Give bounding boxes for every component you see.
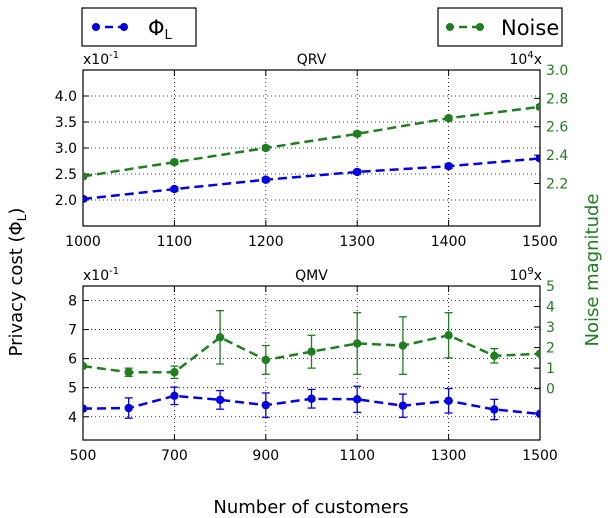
- y-right-tick-label: 3: [546, 320, 555, 336]
- data-point: [261, 355, 270, 365]
- y-right-tick-label: 2.6: [546, 120, 568, 136]
- legend-noise-label: Noise: [501, 16, 559, 40]
- x-tick-label: 1500: [522, 448, 558, 464]
- data-point: [170, 184, 179, 194]
- x-axis-label: Number of customers: [213, 497, 408, 518]
- y-right-multiplier: 109x: [510, 266, 543, 284]
- legend-phi-marker: [120, 23, 128, 31]
- y-left-multiplier: x10-1: [83, 50, 119, 68]
- y-right-tick-label: 4: [546, 300, 555, 316]
- y-left-axis-label: Privacy cost (ΦL): [6, 208, 29, 357]
- panel-qmv: 500 700 900 1100 1300 1500 4 5 6 7 8 0 1 2 3 4 5 QMV x10-1…: [68, 266, 558, 464]
- y-right-tick-label: 2.2: [546, 176, 568, 192]
- series-phi: [83, 154, 540, 204]
- y-left-tick-label: 3.5: [55, 115, 77, 131]
- y-right-axis-label: Noise magnitude: [582, 193, 603, 346]
- legend-noise-marker: [446, 23, 454, 31]
- data-point: [261, 143, 270, 153]
- panel-qrv: 1000 1100 1200 1300 1400 1500 2.0 2.5 3.0 3.5 4.0 2…: [55, 50, 569, 250]
- x-tick-label: 1100: [157, 234, 193, 250]
- data-point: [215, 395, 225, 405]
- data-point: [83, 361, 88, 371]
- y-right-tick-label: 3.0: [546, 63, 568, 79]
- y-right-tick-label: 2.4: [546, 148, 568, 164]
- y-right-tick-label: 2.8: [546, 91, 568, 107]
- data-point: [215, 333, 225, 342]
- legend-phi-box: [81, 7, 197, 47]
- data-point: [353, 129, 362, 139]
- y-right-multiplier: 104x: [510, 50, 543, 68]
- data-point: [444, 162, 453, 171]
- y-left-tick-label: 7: [68, 323, 77, 339]
- x-tick-label: 1500: [522, 234, 558, 250]
- data-point: [83, 194, 88, 204]
- y-left-tick-label: 3.0: [55, 141, 77, 157]
- x-tick-label: 700: [161, 448, 188, 464]
- legend-noise-marker: [476, 23, 484, 31]
- legend-phi: ΦL: [81, 7, 197, 47]
- data-point: [307, 347, 316, 356]
- series-noise: [83, 102, 540, 181]
- data-point: [170, 368, 179, 377]
- data-point: [261, 175, 270, 184]
- data-point: [490, 405, 499, 414]
- series-line: [83, 157, 540, 201]
- y-left-multiplier: x10-1: [83, 266, 119, 284]
- data-point: [398, 341, 408, 350]
- data-point: [83, 172, 88, 181]
- y-left-tick-label: 5: [68, 381, 77, 397]
- legend-phi-marker: [92, 23, 100, 31]
- y-left-tick-label: 2.0: [55, 193, 77, 209]
- y-left-tick-label: 6: [68, 352, 77, 368]
- legend-noise: Noise: [437, 7, 563, 47]
- data-point: [444, 396, 453, 405]
- data-point: [444, 114, 453, 123]
- data-point: [535, 102, 540, 112]
- data-point: [535, 154, 540, 163]
- panel-title: QRV: [297, 52, 327, 68]
- data-point: [535, 349, 540, 358]
- x-tick-label: 1300: [339, 234, 375, 250]
- data-point: [307, 394, 316, 403]
- series-noise: [83, 309, 540, 380]
- data-point: [353, 339, 362, 348]
- x-tick-label: 500: [70, 448, 97, 464]
- x-tick-label: 1300: [431, 448, 467, 464]
- panel-title: QMV: [295, 268, 328, 284]
- y-left-tick-label: 2.5: [55, 167, 77, 183]
- y-right-tick-label: 0: [546, 382, 555, 398]
- x-tick-label: 1100: [339, 448, 375, 464]
- data-point: [444, 331, 453, 340]
- series-phi: [83, 385, 540, 421]
- y-left-tick-label: 8: [68, 294, 77, 310]
- data-point: [170, 157, 179, 167]
- y-right-tick-label: 1: [546, 361, 555, 377]
- x-tick-label: 1000: [65, 234, 101, 250]
- data-point: [170, 391, 179, 401]
- y-left-tick-label: 4.0: [55, 89, 77, 105]
- data-point: [490, 351, 499, 361]
- data-point: [353, 395, 362, 404]
- y-left-tick-label: 4: [68, 410, 77, 426]
- data-point: [353, 167, 362, 177]
- series-line: [83, 105, 540, 178]
- y-right-tick-label: 5: [546, 279, 555, 295]
- y-right-tick-label: 2: [546, 341, 555, 357]
- data-point: [398, 401, 408, 410]
- data-point: [124, 368, 133, 377]
- data-point: [83, 404, 88, 413]
- x-tick-label: 1200: [248, 234, 284, 250]
- legend-noise-box: [437, 7, 563, 47]
- data-point: [124, 403, 133, 413]
- data-point: [535, 409, 540, 419]
- legend-phi-label: ΦL: [148, 16, 173, 43]
- x-tick-label: 1400: [431, 234, 467, 250]
- data-point: [261, 400, 270, 410]
- x-tick-label: 900: [252, 448, 279, 464]
